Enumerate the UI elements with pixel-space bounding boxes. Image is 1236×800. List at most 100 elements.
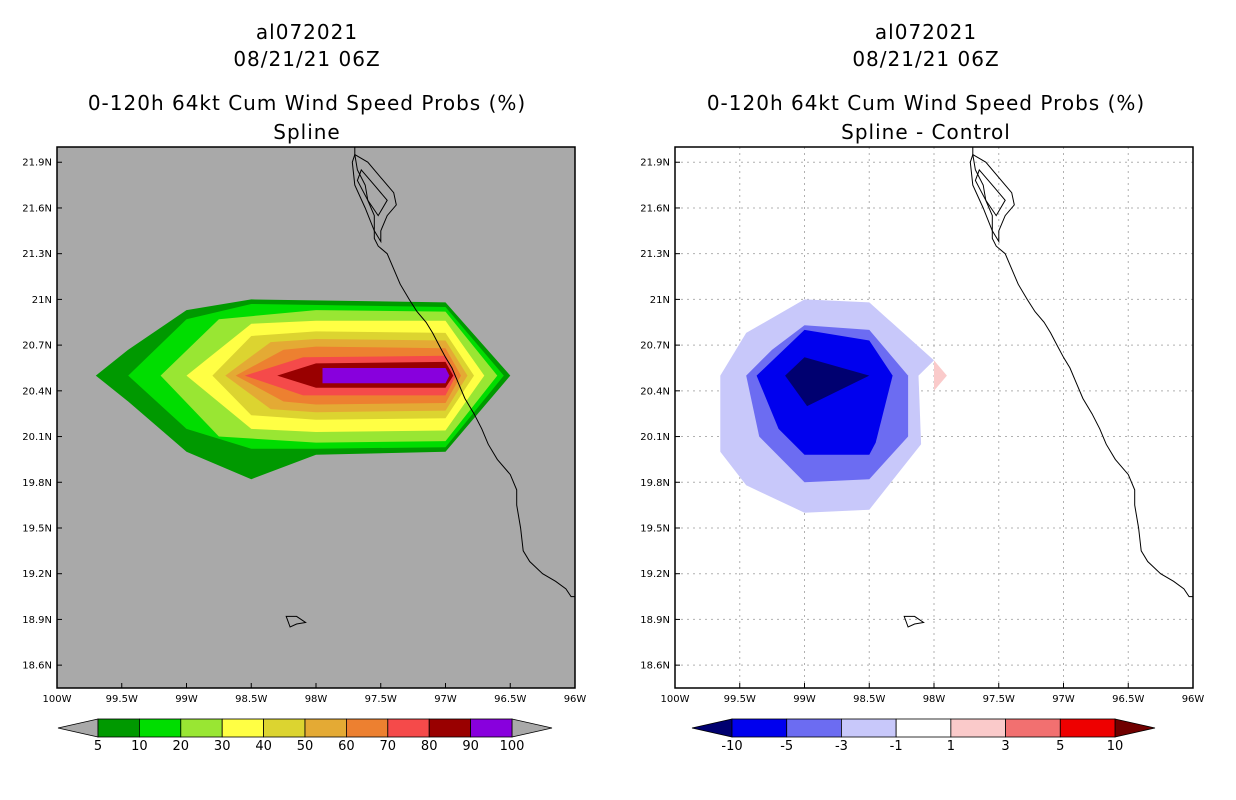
- right-colorbar-label-5: 3: [1001, 739, 1009, 754]
- right-island-outline: [903, 615, 925, 628]
- right-colorbar-swatch-2: [841, 718, 897, 738]
- right-colorbar-swatch-4: [950, 718, 1006, 738]
- right-colorbar-swatch-3: [895, 718, 952, 738]
- right-title-subtitle: Spline - Control: [841, 120, 1011, 144]
- left-colorbar-swatch-2: [180, 718, 223, 738]
- left-colorbar-swatch-0: [97, 718, 140, 738]
- left-xtick-label-1: 99.5W: [106, 694, 138, 705]
- left-xtick-label-3: 98.5W: [235, 694, 267, 705]
- left-ytick-label-8: 21N: [32, 295, 52, 306]
- left-ytick-label-0: 18.6N: [22, 661, 52, 672]
- right-ytick-label-10: 21.6N: [640, 203, 670, 214]
- left-ytick-label-2: 19.2N: [22, 569, 52, 580]
- left-xtick-label-5: 97.5W: [365, 694, 397, 705]
- right-ytick-label-1: 18.9N: [640, 615, 670, 626]
- left-ytick-label-10: 21.6N: [22, 203, 52, 214]
- left-colorbar-swatch-1: [138, 718, 182, 738]
- left-colorbar-label-5: 50: [297, 739, 314, 754]
- left-xtick-label-6: 97W: [434, 694, 457, 705]
- right-colorbar-label-2: -3: [835, 739, 848, 754]
- right-ytick-label-11: 21.9N: [640, 158, 670, 169]
- right-xtick-label-5: 97.5W: [983, 694, 1015, 705]
- right-plot-area: 18.6N 18.9N 19.2N 19.5N 19.8N 20.1N 20.4N 20.7N…: [640, 146, 1204, 705]
- right-ytick-label-8: 21N: [650, 295, 670, 306]
- left-ytick-label-7: 20.7N: [22, 341, 52, 352]
- left-title-subtitle: Spline: [273, 120, 340, 144]
- left-colorbar-label-7: 70: [380, 739, 397, 754]
- left-title-storm-id: al072021: [256, 20, 358, 44]
- right-colorbar-swatch-0: [731, 718, 788, 738]
- right-colorbar-label-4: 1: [947, 739, 955, 754]
- left-colorbar-swatch-3: [221, 718, 264, 738]
- left-title-product: 0-120h 64kt Cum Wind Speed Probs (%): [88, 91, 526, 115]
- right-colorbar-label-3: -1: [890, 739, 903, 754]
- right-lagoon-outline: [969, 153, 1015, 244]
- left-xtick-label-2: 99W: [175, 694, 198, 705]
- left-ytick-label-5: 20.1N: [22, 432, 52, 443]
- right-xtick-label-4: 98W: [923, 694, 946, 705]
- left-colorbar-swatch-4: [263, 718, 306, 738]
- right-colorbar-label-7: 10: [1107, 739, 1124, 754]
- right-ytick-label-6: 20.4N: [640, 386, 670, 397]
- right-title-product: 0-120h 64kt Cum Wind Speed Probs (%): [707, 91, 1145, 115]
- right-title-datetime: 08/21/21 06Z: [852, 47, 999, 71]
- left-xtick-label-4: 98W: [305, 694, 328, 705]
- left-lagoon-inner-outline: [356, 168, 388, 217]
- left-panel: al072021 08/21/21 06Z 0-120h 64kt Cum Wi…: [22, 20, 586, 754]
- right-colorbar-high-arrow: [1114, 718, 1156, 738]
- right-xtick-label-1: 99.5W: [724, 694, 756, 705]
- left-colorbar-high-arrow: [511, 718, 553, 738]
- left-colorbar-label-6: 60: [338, 739, 355, 754]
- right-panel: al072021 08/21/21 06Z 0-120h 64kt Cum Wi…: [640, 20, 1204, 754]
- left-colorbar-label-1: 10: [131, 739, 148, 754]
- right-xtick-label-3: 98.5W: [853, 694, 885, 705]
- right-colorbar-label-0: -10: [721, 739, 742, 754]
- right-xtick-label-2: 99W: [793, 694, 816, 705]
- left-ytick-label-9: 21.3N: [22, 249, 52, 260]
- left-xtick-label-0: 100W: [43, 694, 72, 705]
- left-plot-area: 18.6N 18.9N 19.2N 19.5N 19.8N 20.1N 20.4N 20.7N…: [22, 146, 587, 705]
- left-colorbar-label-3: 30: [214, 739, 231, 754]
- left-contour-90: [322, 368, 450, 384]
- right-lagoon-inner-outline: [974, 168, 1006, 217]
- right-xtick-label-6: 97W: [1052, 694, 1075, 705]
- right-contour-1: [934, 360, 947, 391]
- right-contour-neg10: [785, 357, 870, 407]
- right-colorbar: -10 -5 -3 -1 1 3 5 10: [691, 718, 1156, 754]
- right-ytick-label-0: 18.6N: [640, 661, 670, 672]
- left-colorbar-label-2: 20: [173, 739, 190, 754]
- right-colorbar-label-1: -5: [780, 739, 793, 754]
- right-colorbar-swatch-5: [1005, 718, 1061, 738]
- left-colorbar-label-10: 100: [500, 739, 525, 754]
- right-colorbar-label-6: 5: [1056, 739, 1064, 754]
- right-ytick-label-9: 21.3N: [640, 249, 670, 260]
- left-ytick-label-6: 20.4N: [22, 386, 52, 397]
- left-lagoon-outline: [351, 153, 397, 244]
- left-ytick-label-4: 19.8N: [22, 478, 52, 489]
- left-colorbar-label-0: 5: [94, 739, 102, 754]
- right-xtick-label-7: 96.5W: [1112, 694, 1144, 705]
- left-colorbar: 5 10 20 30 40 50 60 70 80 90 100: [57, 718, 553, 754]
- right-colorbar-swatch-1: [786, 718, 842, 738]
- left-colorbar-swatch-6: [345, 718, 389, 738]
- left-ytick-label-1: 18.9N: [22, 615, 52, 626]
- left-ytick-label-3: 19.5N: [22, 523, 52, 534]
- right-colorbar-low-arrow: [691, 718, 733, 738]
- left-island-outline: [285, 615, 307, 628]
- left-colorbar-label-9: 90: [462, 739, 479, 754]
- right-colorbar-swatch-6: [1059, 718, 1116, 738]
- left-xtick-label-8: 96W: [564, 694, 587, 705]
- left-colorbar-swatch-5: [304, 718, 347, 738]
- left-title-datetime: 08/21/21 06Z: [233, 47, 380, 71]
- left-colorbar-low-arrow: [57, 718, 99, 738]
- left-colorbar-label-4: 40: [255, 739, 272, 754]
- left-colorbar-swatch-9: [470, 718, 513, 738]
- right-title-storm-id: al072021: [875, 20, 977, 44]
- left-ytick-label-11: 21.9N: [22, 158, 52, 169]
- left-colorbar-swatch-7: [387, 718, 430, 738]
- right-ytick-label-5: 20.1N: [640, 432, 670, 443]
- right-ytick-label-4: 19.8N: [640, 478, 670, 489]
- right-xtick-label-0: 100W: [661, 694, 690, 705]
- left-xtick-label-7: 96.5W: [494, 694, 526, 705]
